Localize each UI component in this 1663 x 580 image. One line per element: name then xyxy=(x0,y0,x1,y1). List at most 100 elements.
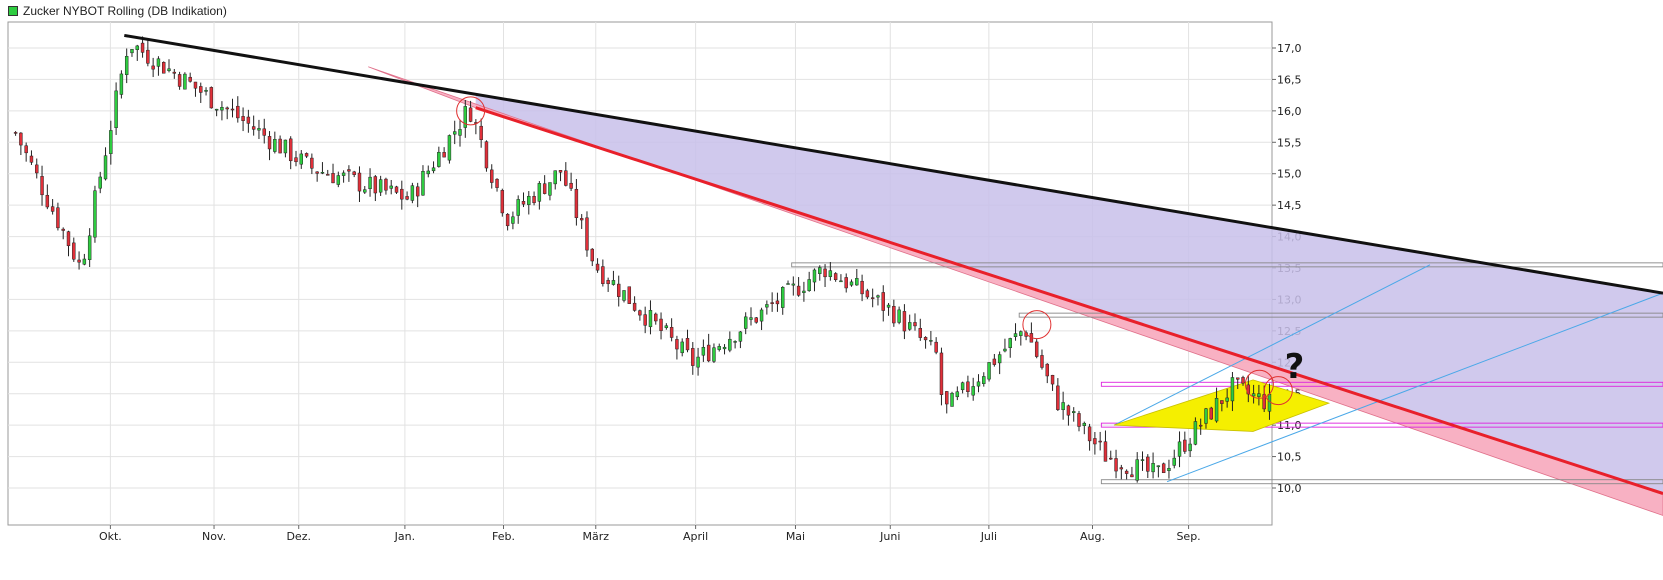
y-tick-label: 15,5 xyxy=(1277,136,1302,149)
candle xyxy=(299,153,303,165)
candle xyxy=(923,337,928,341)
candle xyxy=(172,71,177,74)
candle xyxy=(786,283,790,285)
candle xyxy=(1050,374,1055,385)
candle xyxy=(421,171,425,196)
candle xyxy=(675,339,679,350)
candle xyxy=(606,280,610,285)
candle xyxy=(1098,440,1102,443)
candle xyxy=(1056,385,1060,410)
candle xyxy=(966,381,970,392)
candle xyxy=(315,171,319,174)
candle xyxy=(579,218,584,221)
candle xyxy=(405,196,409,200)
candle xyxy=(66,231,71,247)
candle xyxy=(971,386,975,396)
candle xyxy=(1246,384,1251,395)
candle xyxy=(1087,426,1092,442)
candle xyxy=(1214,398,1219,422)
candle xyxy=(796,285,801,296)
candle xyxy=(209,87,214,109)
y-tick-label: 16,0 xyxy=(1277,105,1302,118)
candle xyxy=(363,189,367,193)
horizontal-level xyxy=(1018,312,1663,318)
y-tick-label: 15,0 xyxy=(1277,168,1302,181)
candle xyxy=(759,309,764,322)
candle xyxy=(204,89,208,92)
y-tick-label: 10,0 xyxy=(1277,482,1302,495)
candle xyxy=(1140,459,1145,461)
candle xyxy=(1109,457,1113,460)
candle xyxy=(743,316,748,329)
candle xyxy=(712,347,716,362)
candle xyxy=(1156,465,1161,468)
candle xyxy=(532,196,536,204)
x-tick-label: März xyxy=(582,530,609,543)
candle xyxy=(119,73,124,95)
candle xyxy=(262,128,266,136)
candle xyxy=(352,171,356,175)
candle xyxy=(955,391,960,398)
candle xyxy=(585,217,589,251)
candle xyxy=(1188,443,1192,452)
candle xyxy=(77,259,81,263)
x-tick-label: Nov. xyxy=(202,530,226,543)
candle xyxy=(1198,424,1203,427)
lavender-area xyxy=(475,94,1663,494)
candle xyxy=(807,279,811,291)
candle xyxy=(442,152,446,158)
candle xyxy=(1008,338,1012,348)
candle xyxy=(934,341,938,353)
candle xyxy=(479,125,483,140)
candle xyxy=(1161,463,1166,474)
candle xyxy=(648,310,653,328)
candle xyxy=(833,273,838,281)
candle xyxy=(373,176,378,194)
candle xyxy=(114,90,118,128)
touch-circle xyxy=(1022,310,1052,340)
candle xyxy=(754,317,758,323)
candle xyxy=(992,358,997,365)
candle xyxy=(722,346,727,350)
candle xyxy=(617,283,621,297)
candle xyxy=(82,258,87,265)
candle xyxy=(569,182,573,189)
candle xyxy=(341,172,346,176)
candle xyxy=(929,340,933,342)
candle xyxy=(976,381,981,387)
candle xyxy=(124,56,129,75)
chart-title: Zucker NYBOT Rolling (DB Indikation) xyxy=(23,4,227,18)
candle xyxy=(1077,413,1081,427)
candle xyxy=(860,280,864,295)
x-tick-label: Okt. xyxy=(99,530,122,543)
candle xyxy=(638,310,642,316)
x-tick-label: Juli xyxy=(980,530,997,543)
candle xyxy=(72,242,76,260)
candle xyxy=(400,188,404,200)
candle xyxy=(283,139,288,154)
candle xyxy=(278,138,282,154)
candle xyxy=(177,74,182,87)
candle xyxy=(490,169,494,183)
touch-circle xyxy=(456,96,486,126)
candle xyxy=(987,362,991,380)
candle xyxy=(56,207,60,229)
y-tick-label: 17,0 xyxy=(1277,42,1302,55)
candle xyxy=(61,228,65,231)
candle xyxy=(484,141,489,169)
horizontal-level xyxy=(1100,479,1663,485)
candle xyxy=(1093,438,1097,445)
candle xyxy=(40,176,44,196)
candle xyxy=(823,268,827,278)
x-tick-label: Dez. xyxy=(286,530,311,543)
candle xyxy=(193,81,198,89)
candle xyxy=(892,305,896,324)
candle xyxy=(659,318,663,331)
candle xyxy=(1209,407,1213,420)
candle xyxy=(140,42,145,53)
candle xyxy=(728,338,732,351)
candle xyxy=(812,269,817,283)
candle xyxy=(611,280,616,285)
candle xyxy=(950,392,954,407)
candle xyxy=(590,248,594,262)
